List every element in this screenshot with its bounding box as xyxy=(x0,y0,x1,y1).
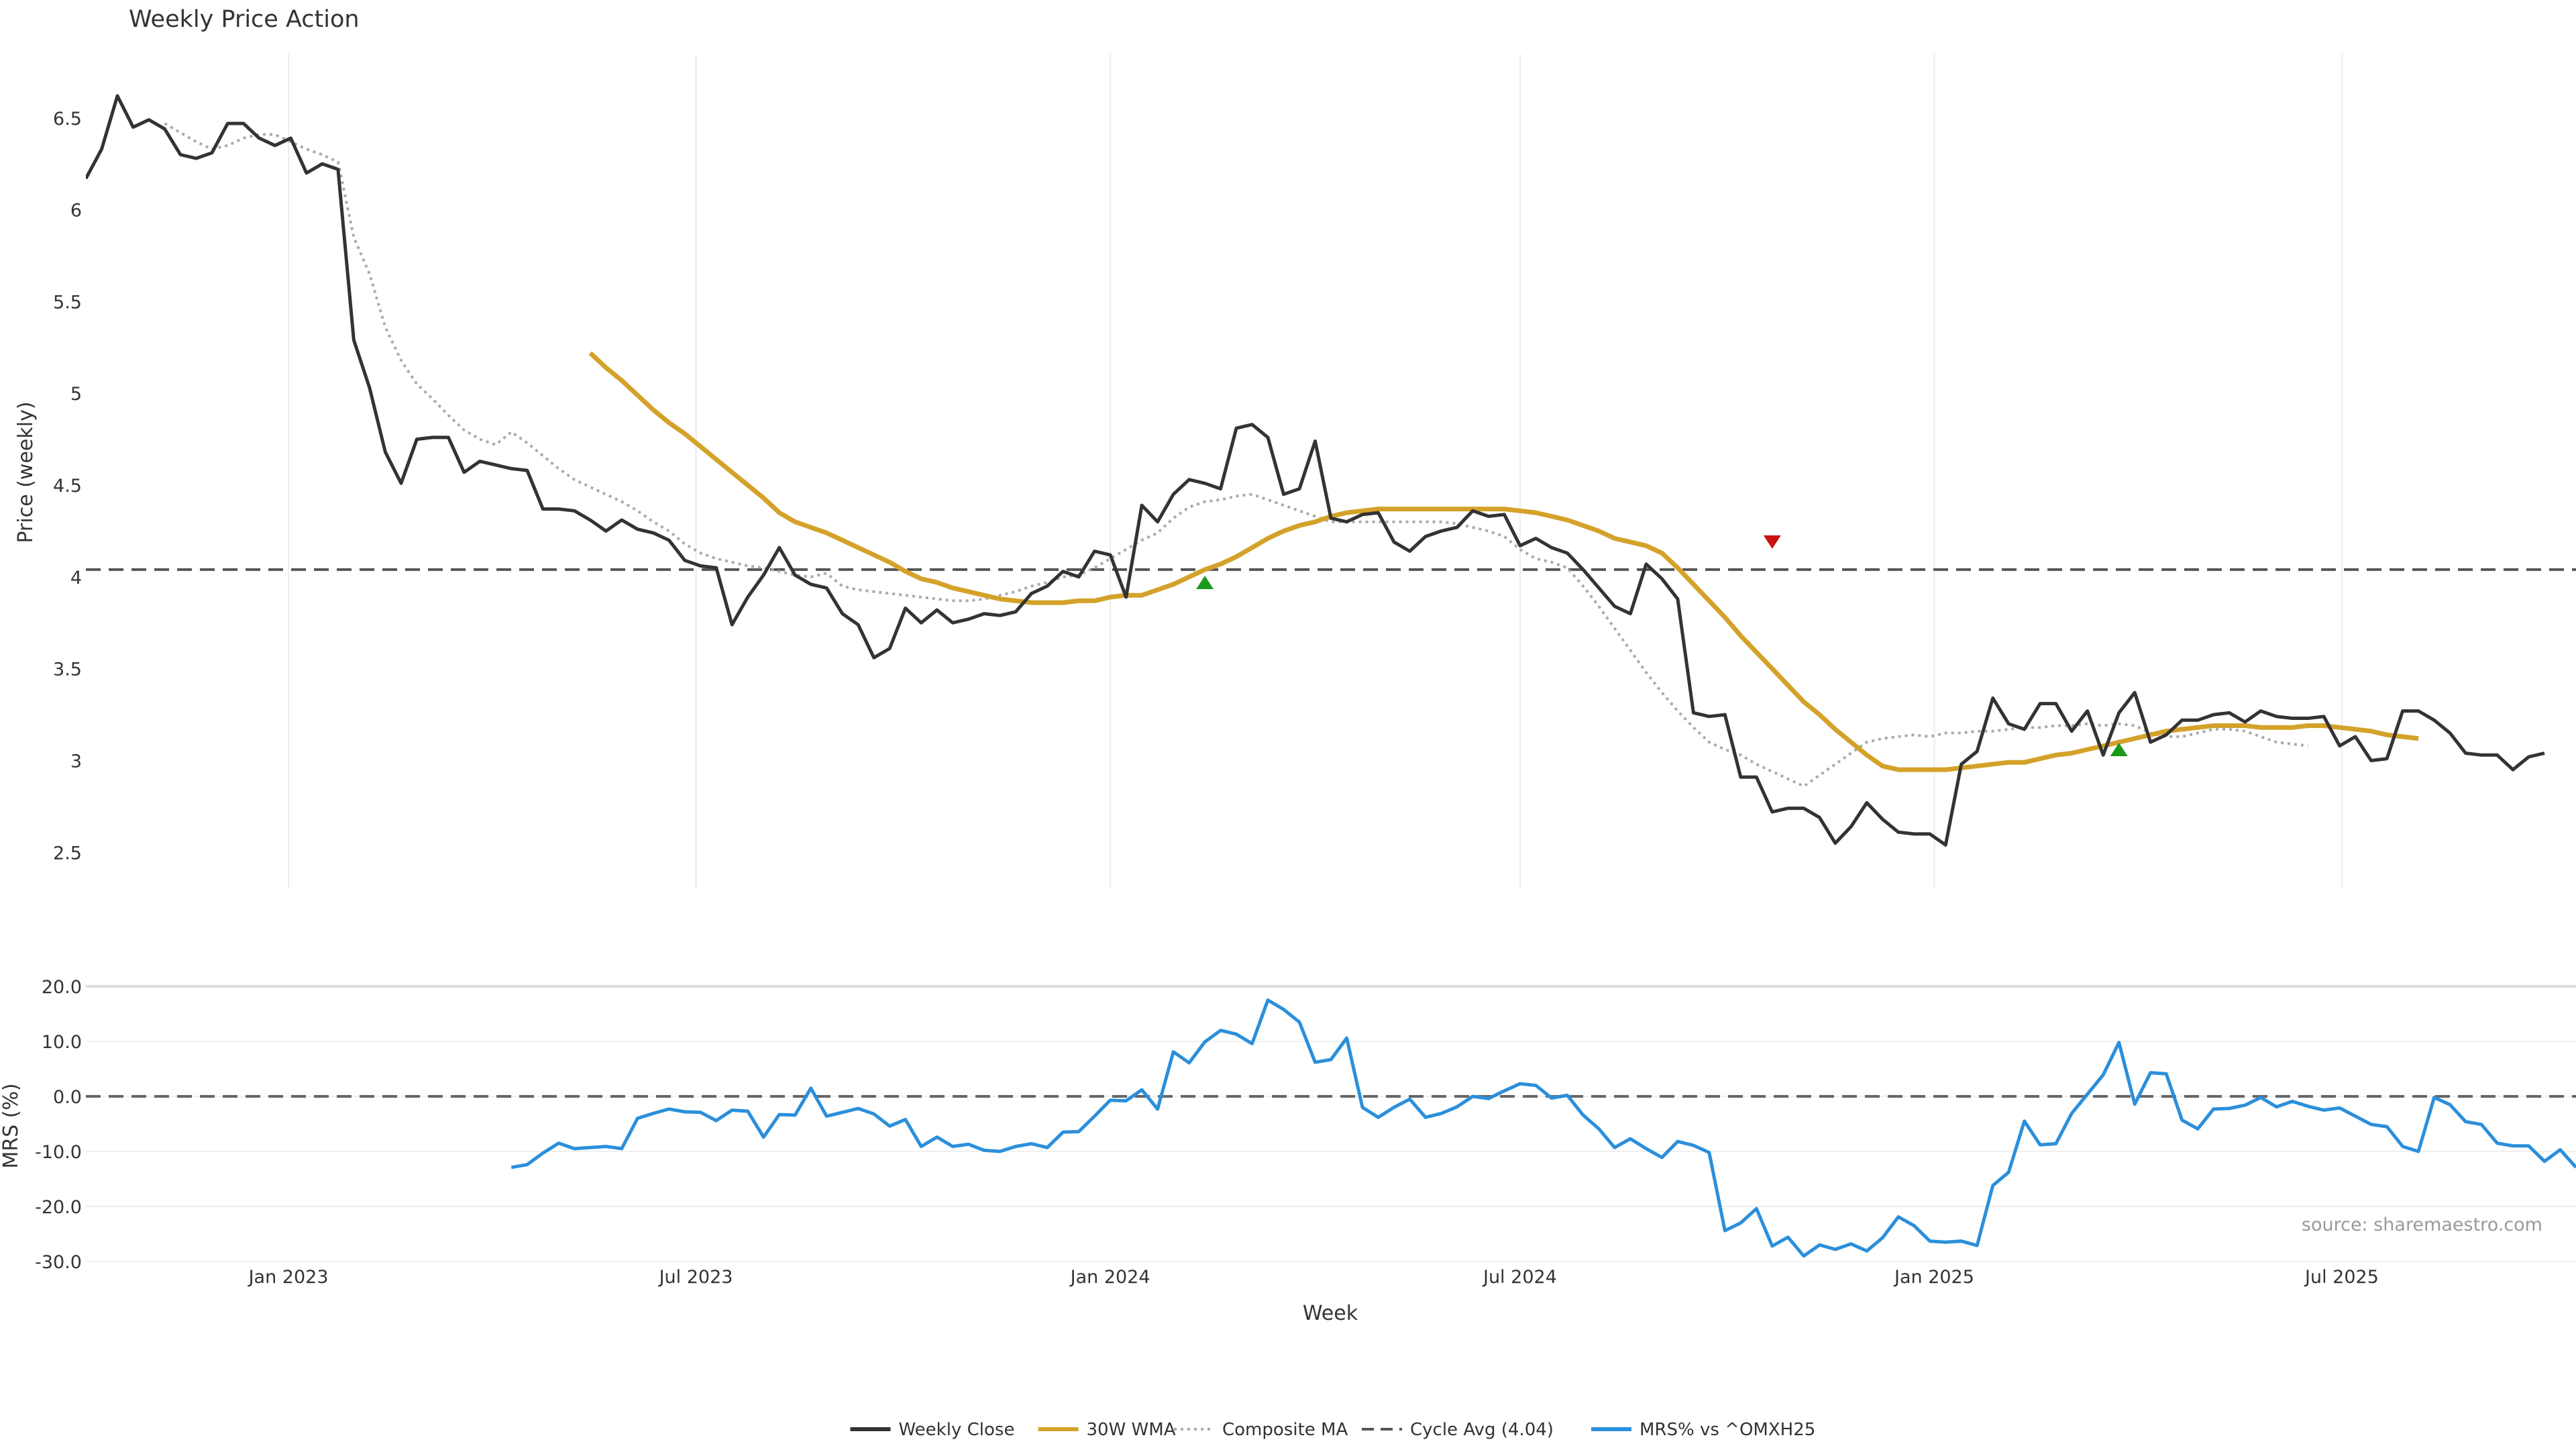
mrs-series-group xyxy=(86,998,2576,1258)
x-axis: Jan 2023 Jul 2023 Jan 2024 Jul 2024 Jan 2025… xyxy=(248,1267,2379,1288)
price-y-tick-label: 6.5 xyxy=(53,109,82,129)
mrs-y-tick-label: 20.0 xyxy=(42,977,82,998)
price-y-tick-label: 4 xyxy=(70,568,82,588)
price-y-tick-label: 5 xyxy=(70,384,82,405)
legend: Weekly Close 30W WMA Composite MA Cycle Avg… xyxy=(850,1420,1815,1440)
price-gridlines xyxy=(288,54,2343,889)
chart-title: Weekly Price Action xyxy=(129,6,360,33)
price-y-axis: 2.5 3 3.5 4 4.5 5 5.5 6 6.5 xyxy=(53,109,82,864)
series-mrs-line xyxy=(511,998,2576,1258)
legend-label-wma: 30W WMA xyxy=(1087,1420,1176,1440)
price-y-tick-label: 5.5 xyxy=(53,292,82,313)
series-wma-line xyxy=(588,351,2419,772)
price-y-tick-label: 6 xyxy=(70,201,82,221)
mrs-y-tick-label: -30.0 xyxy=(35,1252,82,1273)
mrs-y-tick-label: 0.0 xyxy=(53,1087,82,1108)
legend-label-cycle: Cycle Avg (4.04) xyxy=(1410,1420,1554,1440)
x-tick-label: Jan 2024 xyxy=(1069,1267,1150,1288)
x-tick-label: Jul 2025 xyxy=(2304,1267,2379,1288)
mrs-y-axis-label: MRS (%) xyxy=(0,1083,23,1168)
price-series-group xyxy=(86,94,2576,847)
sell-signal-marker xyxy=(1763,535,1781,549)
legend-label-mrs: MRS% vs ^OMXH25 xyxy=(1640,1420,1815,1440)
series-composite-line xyxy=(164,122,2308,788)
buy-signal-marker xyxy=(2110,743,2128,757)
x-tick-label: Jul 2024 xyxy=(1482,1267,1557,1288)
x-axis-label: Week xyxy=(1303,1302,1358,1325)
signal-markers xyxy=(1196,535,2128,757)
source-label: source: sharemaestro.com xyxy=(2302,1214,2542,1235)
legend-label-close: Weekly Close xyxy=(899,1420,1015,1440)
price-y-tick-label: 4.5 xyxy=(53,476,82,497)
price-y-tick-label: 2.5 xyxy=(53,843,82,864)
price-y-tick-label: 3.5 xyxy=(53,660,82,680)
buy-signal-marker xyxy=(1196,576,1214,590)
x-tick-label: Jan 2023 xyxy=(248,1267,329,1288)
x-tick-label: Jul 2023 xyxy=(658,1267,733,1288)
mrs-y-tick-label: -20.0 xyxy=(35,1197,82,1218)
price-y-tick-label: 3 xyxy=(70,751,82,772)
legend-label-composite: Composite MA xyxy=(1222,1420,1348,1440)
price-y-axis-label: Price (weekly) xyxy=(14,401,38,543)
mrs-y-axis: -30.0 -20.0 -10.0 0.0 10.0 20.0 xyxy=(35,977,82,1273)
mrs-y-tick-label: 10.0 xyxy=(42,1032,82,1053)
mrs-y-tick-label: -10.0 xyxy=(35,1142,82,1163)
series-close-line xyxy=(86,94,2545,847)
mrs-gridlines xyxy=(86,985,2576,1262)
x-tick-label: Jan 2025 xyxy=(1893,1267,1974,1288)
